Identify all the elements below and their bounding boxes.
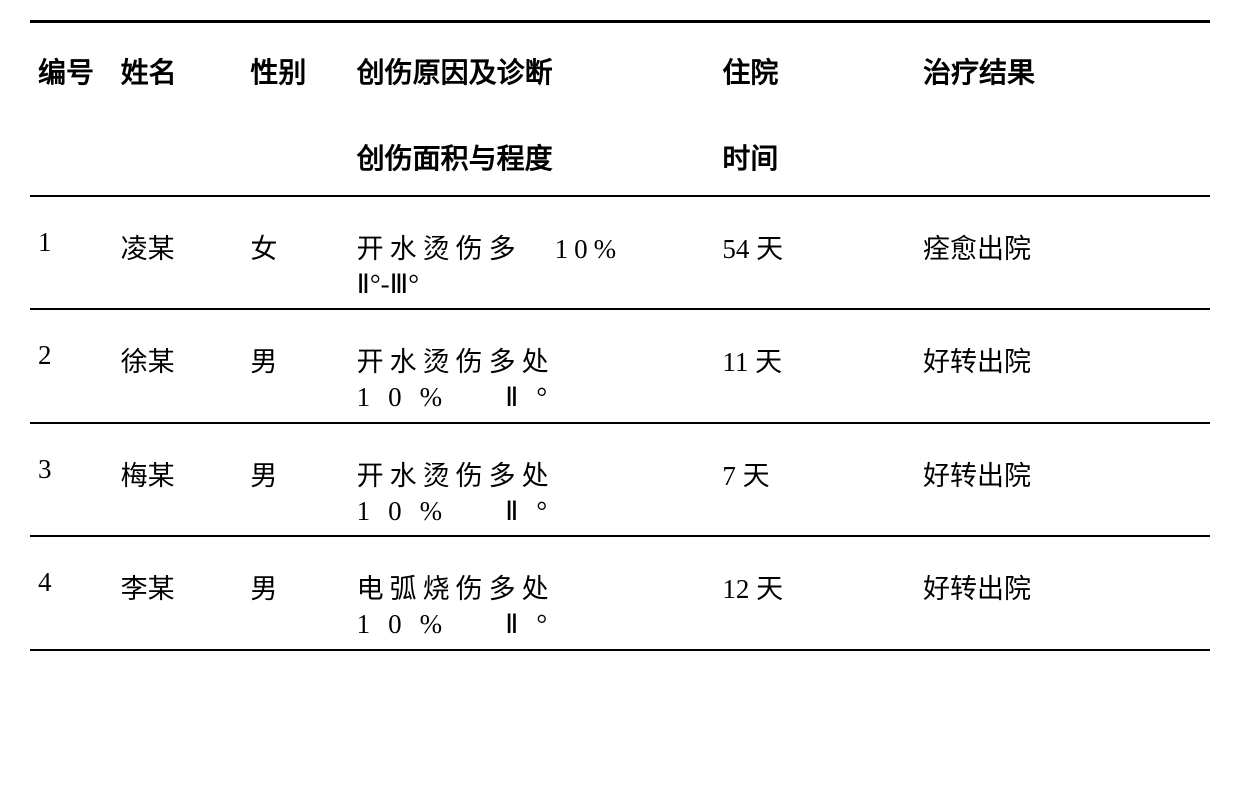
diag-line1: 电弧烧伤多处 — [357, 567, 707, 606]
diag-line1: 开水烫伤多处 — [357, 454, 707, 493]
col-header-sex: 性别 — [242, 22, 348, 110]
col-header-name-2 — [113, 109, 243, 196]
cell-diag: 开水烫伤多处 10% Ⅱ° — [349, 309, 715, 422]
cell-sex: 男 — [242, 536, 348, 649]
patient-table: 编号 姓名 性别 创伤原因及诊断 住院 治疗结果 创伤面积与程度 时间 1 凌某… — [30, 20, 1210, 651]
col-header-stay-2: 时间 — [714, 109, 915, 196]
table-header: 编号 姓名 性别 创伤原因及诊断 住院 治疗结果 创伤面积与程度 时间 — [30, 22, 1210, 197]
col-header-num-2 — [30, 109, 113, 196]
cell-sex: 男 — [242, 423, 348, 536]
col-header-diag: 创伤原因及诊断 — [349, 22, 715, 110]
cell-res: 好转出院 — [915, 423, 1210, 536]
cell-diag: 电弧烧伤多处 10% Ⅱ° — [349, 536, 715, 649]
cell-sex: 男 — [242, 309, 348, 422]
cell-name: 梅某 — [113, 423, 243, 536]
cell-diag: 开水烫伤多处 10% Ⅱ° — [349, 423, 715, 536]
col-header-stay: 住院 — [714, 22, 915, 110]
cell-num: 2 — [30, 309, 113, 422]
cell-num: 3 — [30, 423, 113, 536]
cell-stay: 11 天 — [714, 309, 915, 422]
diag-line1: 开水烫伤多处 — [357, 340, 707, 379]
col-header-num: 编号 — [30, 22, 113, 110]
table-row: 4 李某 男 电弧烧伤多处 10% Ⅱ° 12 天 好转出院 — [30, 536, 1210, 649]
col-header-res-2 — [915, 109, 1210, 196]
cell-res: 好转出院 — [915, 536, 1210, 649]
cell-res: 好转出院 — [915, 309, 1210, 422]
diag-line2: 10% Ⅱ° — [357, 606, 707, 642]
cell-sex: 女 — [242, 196, 348, 309]
cell-name: 徐某 — [113, 309, 243, 422]
cell-stay: 7 天 — [714, 423, 915, 536]
col-header-diag-2: 创伤面积与程度 — [349, 109, 715, 196]
cell-name: 李某 — [113, 536, 243, 649]
diag-line2: 10% Ⅱ° — [357, 379, 707, 415]
table-row: 1 凌某 女 开水烫伤多 10% Ⅱ°-Ⅲ° 54 天 痊愈出院 — [30, 196, 1210, 309]
col-header-sex-2 — [242, 109, 348, 196]
cell-stay: 12 天 — [714, 536, 915, 649]
cell-res: 痊愈出院 — [915, 196, 1210, 309]
diag-line1: 开水烫伤多 10% — [357, 227, 707, 266]
table-row: 2 徐某 男 开水烫伤多处 10% Ⅱ° 11 天 好转出院 — [30, 309, 1210, 422]
col-header-res: 治疗结果 — [915, 22, 1210, 110]
cell-diag: 开水烫伤多 10% Ⅱ°-Ⅲ° — [349, 196, 715, 309]
diag-line2: Ⅱ°-Ⅲ° — [357, 266, 707, 302]
col-header-name: 姓名 — [113, 22, 243, 110]
cell-num: 4 — [30, 536, 113, 649]
table-row: 3 梅某 男 开水烫伤多处 10% Ⅱ° 7 天 好转出院 — [30, 423, 1210, 536]
table-body: 1 凌某 女 开水烫伤多 10% Ⅱ°-Ⅲ° 54 天 痊愈出院 2 徐某 男 … — [30, 196, 1210, 650]
cell-name: 凌某 — [113, 196, 243, 309]
cell-stay: 54 天 — [714, 196, 915, 309]
diag-line2: 10% Ⅱ° — [357, 493, 707, 529]
cell-num: 1 — [30, 196, 113, 309]
